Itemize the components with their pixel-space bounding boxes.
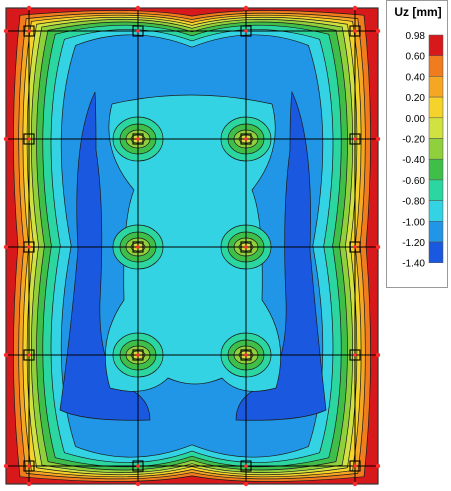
- legend-tick-label: -1.00: [402, 217, 425, 228]
- legend-swatch: [428, 34, 444, 56]
- column-support-marker: [349, 460, 361, 472]
- column-support-marker: [132, 25, 144, 37]
- edge-node-marker: [3, 136, 9, 142]
- contour-fill-group: [6, 8, 378, 484]
- grid-node-marker: [136, 137, 140, 141]
- grid-node-marker: [27, 137, 31, 141]
- grid-node-marker: [353, 353, 357, 357]
- column-support-marker: [349, 349, 361, 361]
- legend-swatch: [428, 96, 444, 119]
- grid-node-marker: [244, 464, 248, 468]
- contour-plot[interactable]: [0, 0, 384, 491]
- edge-node-marker: [243, 5, 249, 11]
- grid-node-marker: [27, 464, 31, 468]
- grid-node-marker: [353, 464, 357, 468]
- grid-node-marker: [136, 464, 140, 468]
- legend-tick-label: 0.98: [406, 31, 426, 42]
- legend-swatch: [428, 138, 444, 160]
- column-support-marker: [132, 133, 144, 145]
- contour-band-trough-left: [59, 91, 151, 421]
- column-support-marker: [23, 460, 35, 472]
- grid-node-marker: [27, 245, 31, 249]
- legend-swatch: [428, 117, 444, 139]
- edge-node-marker: [3, 352, 9, 358]
- edge-node-marker: [352, 481, 358, 487]
- legend-tick-label: -0.20: [402, 135, 425, 146]
- column-support-marker: [240, 349, 252, 361]
- legend-tick-label: 0.40: [406, 72, 426, 83]
- column-support-marker: [240, 460, 252, 472]
- edge-node-marker: [135, 5, 141, 11]
- grid-node-marker: [353, 137, 357, 141]
- contour-band-trough-right: [235, 90, 327, 421]
- edge-node-marker: [135, 481, 141, 487]
- edge-node-marker: [26, 481, 32, 487]
- column-support-marker: [23, 133, 35, 145]
- legend-tick-label: 0.20: [406, 93, 426, 104]
- column-support-marker: [349, 133, 361, 145]
- column-support-marker: [132, 349, 144, 361]
- legend-tick-label: 0.00: [406, 114, 426, 125]
- grid-node-marker: [136, 353, 140, 357]
- column-support-marker: [132, 241, 144, 253]
- column-support-marker: [240, 133, 252, 145]
- legend-tick-label: -1.40: [402, 259, 425, 270]
- legend-tick-label: -0.80: [402, 197, 425, 208]
- grid-node-marker: [136, 245, 140, 249]
- legend-tick-label: 0.60: [406, 52, 426, 63]
- grid-node-marker: [244, 29, 248, 33]
- edge-node-marker: [375, 352, 381, 358]
- grid-node-marker: [353, 245, 357, 249]
- legend-tick-label: -0.40: [402, 155, 425, 166]
- grid-node-marker: [27, 29, 31, 33]
- legend-swatch: [428, 241, 444, 263]
- edge-node-marker: [3, 28, 9, 34]
- column-support-marker: [23, 25, 35, 37]
- legend-swatch: [428, 55, 444, 77]
- legend-title: Uz [mm]: [394, 5, 442, 19]
- edge-node-marker: [352, 5, 358, 11]
- edge-node-marker: [26, 5, 32, 11]
- column-support-marker: [23, 241, 35, 253]
- column-support-marker: [132, 460, 144, 472]
- legend-tick-label: -1.20: [402, 238, 425, 249]
- edge-node-marker: [3, 244, 9, 250]
- legend-panel: Uz [mm] 0.98 0.60 0.40 0.20 0.00 -0.20 -0.40 -0…: [386, 0, 448, 288]
- edge-node-marker: [243, 481, 249, 487]
- edge-node-marker: [375, 28, 381, 34]
- legend-swatch: [428, 76, 444, 98]
- legend-swatch: [428, 200, 444, 222]
- legend-tick-label: -0.60: [402, 176, 425, 187]
- column-support-marker: [23, 349, 35, 361]
- edge-node-marker: [375, 463, 381, 469]
- edge-node-marker: [3, 463, 9, 469]
- edge-node-marker: [375, 244, 381, 250]
- grid-node-marker: [353, 29, 357, 33]
- column-support-marker: [240, 241, 252, 253]
- grid-node-marker: [244, 353, 248, 357]
- edge-node-marker: [375, 136, 381, 142]
- grid-node-marker: [27, 353, 31, 357]
- column-support-marker: [240, 25, 252, 37]
- legend-swatch: [428, 179, 444, 201]
- grid-node-marker: [244, 137, 248, 141]
- column-support-marker: [349, 241, 361, 253]
- legend-swatch: [428, 158, 444, 181]
- grid-node-marker: [136, 29, 140, 33]
- legend-swatch: [428, 221, 444, 243]
- grid-node-marker: [244, 245, 248, 249]
- column-support-marker: [349, 25, 361, 37]
- legend-colorbar: 0.98 0.60 0.40 0.20 0.00 -0.20 -0.40 -0.60 -0.80…: [402, 31, 444, 270]
